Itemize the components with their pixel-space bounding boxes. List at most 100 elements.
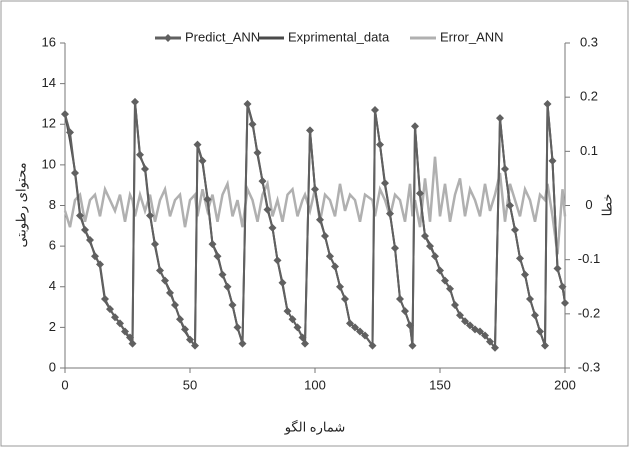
x-tick-label: 200 [554, 377, 576, 392]
data-point [306, 126, 314, 135]
data-point [311, 185, 319, 194]
data-point [128, 339, 137, 348]
data-point [181, 325, 189, 334]
y2-tick-label: -0.2 [578, 305, 600, 320]
data-point [331, 262, 339, 271]
data-point [238, 339, 247, 348]
data-point [131, 97, 139, 106]
data-point [81, 225, 89, 234]
data-point [121, 327, 129, 336]
data-point [341, 294, 349, 303]
data-point [386, 209, 394, 218]
data-point [516, 254, 524, 263]
data-point [376, 140, 384, 149]
data-point [66, 128, 74, 137]
data-point [96, 260, 104, 269]
x-tick-label: 150 [429, 377, 451, 392]
data-point [126, 333, 134, 342]
data-point [301, 339, 309, 348]
y2-tick-label: 0 [585, 197, 592, 212]
data-point [401, 307, 409, 316]
data-point [186, 335, 194, 344]
data-point [491, 343, 499, 352]
data-point [316, 215, 324, 224]
data-point [263, 205, 272, 214]
data-point [536, 327, 544, 336]
data-point [561, 299, 569, 307]
data-point [278, 278, 287, 287]
data-point [361, 331, 369, 340]
data-point [91, 252, 99, 261]
data-point [436, 266, 444, 275]
data-point [86, 236, 94, 245]
y2-tick-label: -0.1 [578, 251, 600, 266]
y2-tick-label: 0.1 [580, 143, 598, 158]
data-point [198, 156, 207, 165]
data-point [203, 195, 212, 204]
data-point [298, 333, 307, 342]
data-point [446, 284, 454, 293]
data-point [541, 341, 549, 350]
data-point [253, 148, 262, 157]
y2-tick-label: 0.3 [580, 34, 598, 49]
data-point [151, 240, 159, 249]
y-tick-label: 4 [49, 278, 56, 293]
legend-marker [164, 34, 172, 42]
data-point [176, 315, 184, 324]
data-point [456, 311, 464, 320]
data-point [421, 231, 429, 240]
data-point [61, 110, 69, 119]
x-axis-label: شماره الگو [284, 419, 346, 435]
y2-axis-label: خطا [599, 194, 614, 217]
data-point [248, 120, 257, 129]
y2-tick-label: 0.2 [580, 89, 598, 104]
y-tick-label: 14 [42, 75, 56, 90]
data-point [476, 327, 484, 336]
data-point [431, 252, 439, 261]
y-tick-label: 0 [49, 359, 56, 374]
data-point [336, 282, 344, 291]
data-point [441, 276, 449, 285]
data-point [161, 276, 169, 285]
data-point [111, 313, 119, 322]
data-point [166, 288, 174, 297]
data-point [426, 242, 434, 251]
data-point [451, 301, 459, 310]
data-point [141, 164, 149, 173]
data-point [368, 341, 377, 350]
y-tick-label: 10 [42, 156, 56, 171]
data-point [76, 211, 84, 220]
y-tick-label: 6 [49, 238, 56, 253]
data-point [116, 319, 124, 328]
x-tick-label: 50 [183, 377, 197, 392]
data-point [408, 341, 417, 350]
data-point [521, 270, 529, 279]
data-point [208, 240, 217, 249]
data-point [213, 252, 222, 261]
y-tick-label: 16 [42, 34, 56, 49]
data-point [416, 189, 424, 198]
data-point [411, 122, 419, 131]
data-point [283, 307, 292, 316]
data-point [481, 331, 489, 340]
y2-tick-label: -0.3 [578, 359, 600, 374]
data-point [136, 150, 144, 159]
data-point [258, 177, 267, 186]
y-tick-label: 2 [49, 319, 56, 334]
data-point [146, 211, 154, 220]
data-point [558, 282, 567, 291]
data-point [243, 99, 252, 108]
data-point [326, 252, 334, 261]
x-tick-label: 100 [304, 377, 326, 392]
y-tick-label: 12 [42, 116, 56, 131]
data-point [496, 114, 504, 123]
data-point [218, 270, 227, 279]
data-point [553, 264, 562, 273]
data-point [273, 256, 282, 265]
data-point [228, 301, 237, 310]
y-axis-label: محتوای رطوبتی [13, 162, 29, 247]
data-point [293, 323, 302, 332]
data-point [466, 321, 474, 330]
data-point [321, 231, 329, 240]
